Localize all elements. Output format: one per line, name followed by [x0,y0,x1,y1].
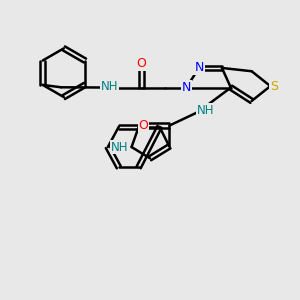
Text: O: O [137,57,147,70]
Text: NH: NH [197,104,214,117]
Text: N: N [182,81,191,94]
Text: NH: NH [110,140,128,154]
Text: N: N [194,61,204,74]
Text: O: O [139,119,148,132]
Text: S: S [270,80,278,93]
Text: NH: NH [101,80,118,93]
